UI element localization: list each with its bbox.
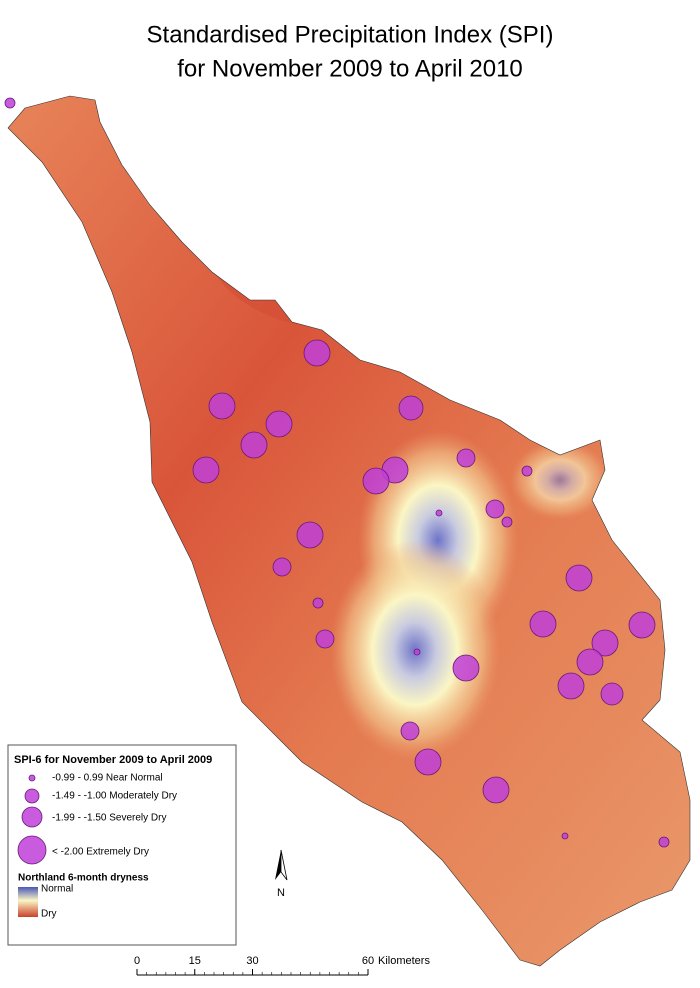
- legend-item: -0.99 - 0.99 Near Normal: [52, 773, 163, 784]
- scale-unit: Kilometers: [378, 955, 430, 967]
- legend-item: -1.49 - -1.00 Moderately Dry: [52, 791, 177, 802]
- legend-title: SPI-6 for November 2009 to April 2009: [14, 754, 212, 766]
- surface-low: Dry: [41, 909, 57, 920]
- surface-title: Northland 6-month dryness: [18, 873, 149, 884]
- scale-bar: 0 15 30 60 Kilometers: [134, 955, 430, 976]
- scale-label: 0: [134, 955, 140, 967]
- title: for November 2009 to April 2010: [177, 55, 523, 82]
- surface-high: Normal: [41, 884, 73, 895]
- scale-label: 15: [189, 955, 201, 967]
- legend-item: < -2.00 Extremely Dry: [52, 847, 149, 858]
- north-label: N: [277, 887, 285, 899]
- legend: SPI-6 for November 2009 to April 2009 -0…: [7, 744, 237, 946]
- legend-item: -1.99 - -1.50 Severely Dry: [52, 813, 167, 824]
- scale-label: 30: [246, 955, 258, 967]
- title: Standardised Precipitation Index (SPI): [147, 21, 554, 48]
- scale-label: 60: [362, 955, 374, 967]
- sites: [4, 97, 670, 848]
- north-arrow: N: [275, 849, 288, 899]
